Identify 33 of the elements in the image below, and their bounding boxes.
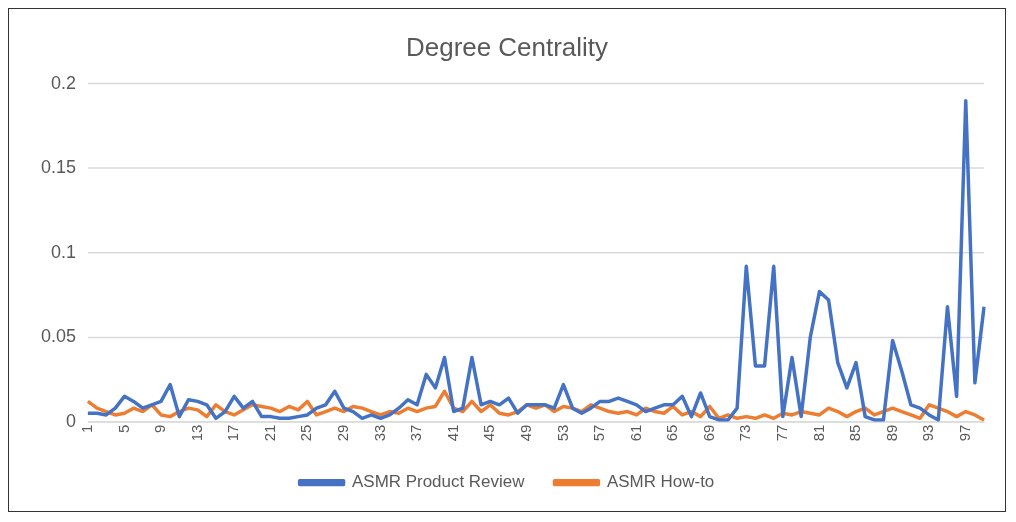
x-tick-label: 89 — [882, 424, 900, 442]
x-tick-label: 9 — [151, 424, 169, 433]
x-tick-label: 29 — [334, 424, 352, 442]
x-tick-label: 81 — [809, 424, 827, 442]
x-tick-label: 85 — [846, 424, 864, 442]
y-tick-label: 0.15 — [40, 157, 76, 178]
x-tick-label: 21 — [260, 424, 278, 442]
x-tick-label: 33 — [370, 424, 388, 442]
x-tick-label: 45 — [480, 424, 498, 442]
x-tick-label: 37 — [407, 424, 425, 442]
x-tick-label: 57 — [590, 424, 608, 442]
chart-title: Degree Centrality — [406, 32, 608, 61]
x-tick-label: 61 — [626, 424, 644, 442]
x-tick-label: 25 — [297, 424, 315, 442]
y-tick-label: 0.2 — [50, 72, 76, 93]
y-tick-label: 0 — [65, 410, 76, 431]
x-tick-label: 53 — [553, 424, 571, 442]
x-tick-label: 65 — [663, 424, 681, 442]
x-tick-label: 73 — [736, 424, 754, 442]
x-tick-label: 13 — [187, 424, 205, 442]
x-tick-label: 77 — [772, 424, 790, 442]
x-tick-label: 97 — [955, 424, 973, 442]
x-tick-label: 49 — [516, 424, 534, 442]
legend-label: ASMR How-to — [606, 472, 715, 492]
x-tick-label: 17 — [224, 424, 242, 442]
y-tick-label: 0.05 — [40, 326, 76, 347]
x-tick-label: 41 — [443, 424, 461, 442]
x-tick-label: 5 — [114, 424, 132, 433]
y-tick-label: 0.1 — [50, 241, 76, 262]
legend-label: ASMR Product Review — [352, 472, 526, 492]
x-tick-label: 1 — [77, 424, 96, 433]
x-tick-label: 93 — [919, 424, 937, 442]
x-tick-label: 69 — [699, 424, 717, 442]
